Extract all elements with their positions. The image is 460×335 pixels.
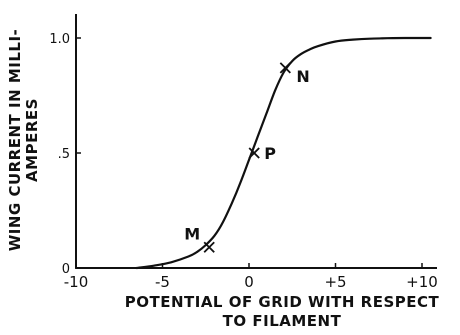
point-label: M	[184, 224, 200, 243]
y-tick-label: .5	[58, 147, 70, 162]
ticks-layer: -10 -5 0 +5 +10 0 .5 1.0	[49, 32, 438, 291]
x-axis-title-line2: TO FILAMENT	[223, 312, 342, 330]
marked-point-n: N	[279, 62, 310, 86]
x-axis-title-line1: POTENTIAL OF GRID WITH RESPECT	[125, 293, 440, 311]
x-tick-label: +10	[406, 273, 438, 291]
x-tick-label: 0	[244, 273, 254, 291]
points-layer: M P N	[184, 62, 310, 253]
y-axis-title-line2: AMPERES	[23, 98, 41, 182]
x-tick-label: -5	[155, 273, 170, 291]
cross-mark	[248, 147, 260, 159]
x-tick-label: +5	[324, 273, 346, 291]
marked-point-m: M	[184, 224, 215, 253]
curve-layer	[135, 36, 432, 270]
cross-mark	[279, 62, 291, 74]
x-tick-label: -10	[64, 273, 89, 291]
y-tick-label: 0	[62, 262, 70, 277]
point-label: N	[296, 67, 309, 86]
series-line	[135, 36, 432, 270]
cross-mark	[203, 241, 215, 253]
y-tick-label: 1.0	[49, 32, 70, 47]
marked-point-p: P	[248, 144, 276, 163]
point-label: P	[264, 144, 276, 163]
y-axis-title-line1: WING CURRENT IN MILLI-	[6, 29, 24, 252]
